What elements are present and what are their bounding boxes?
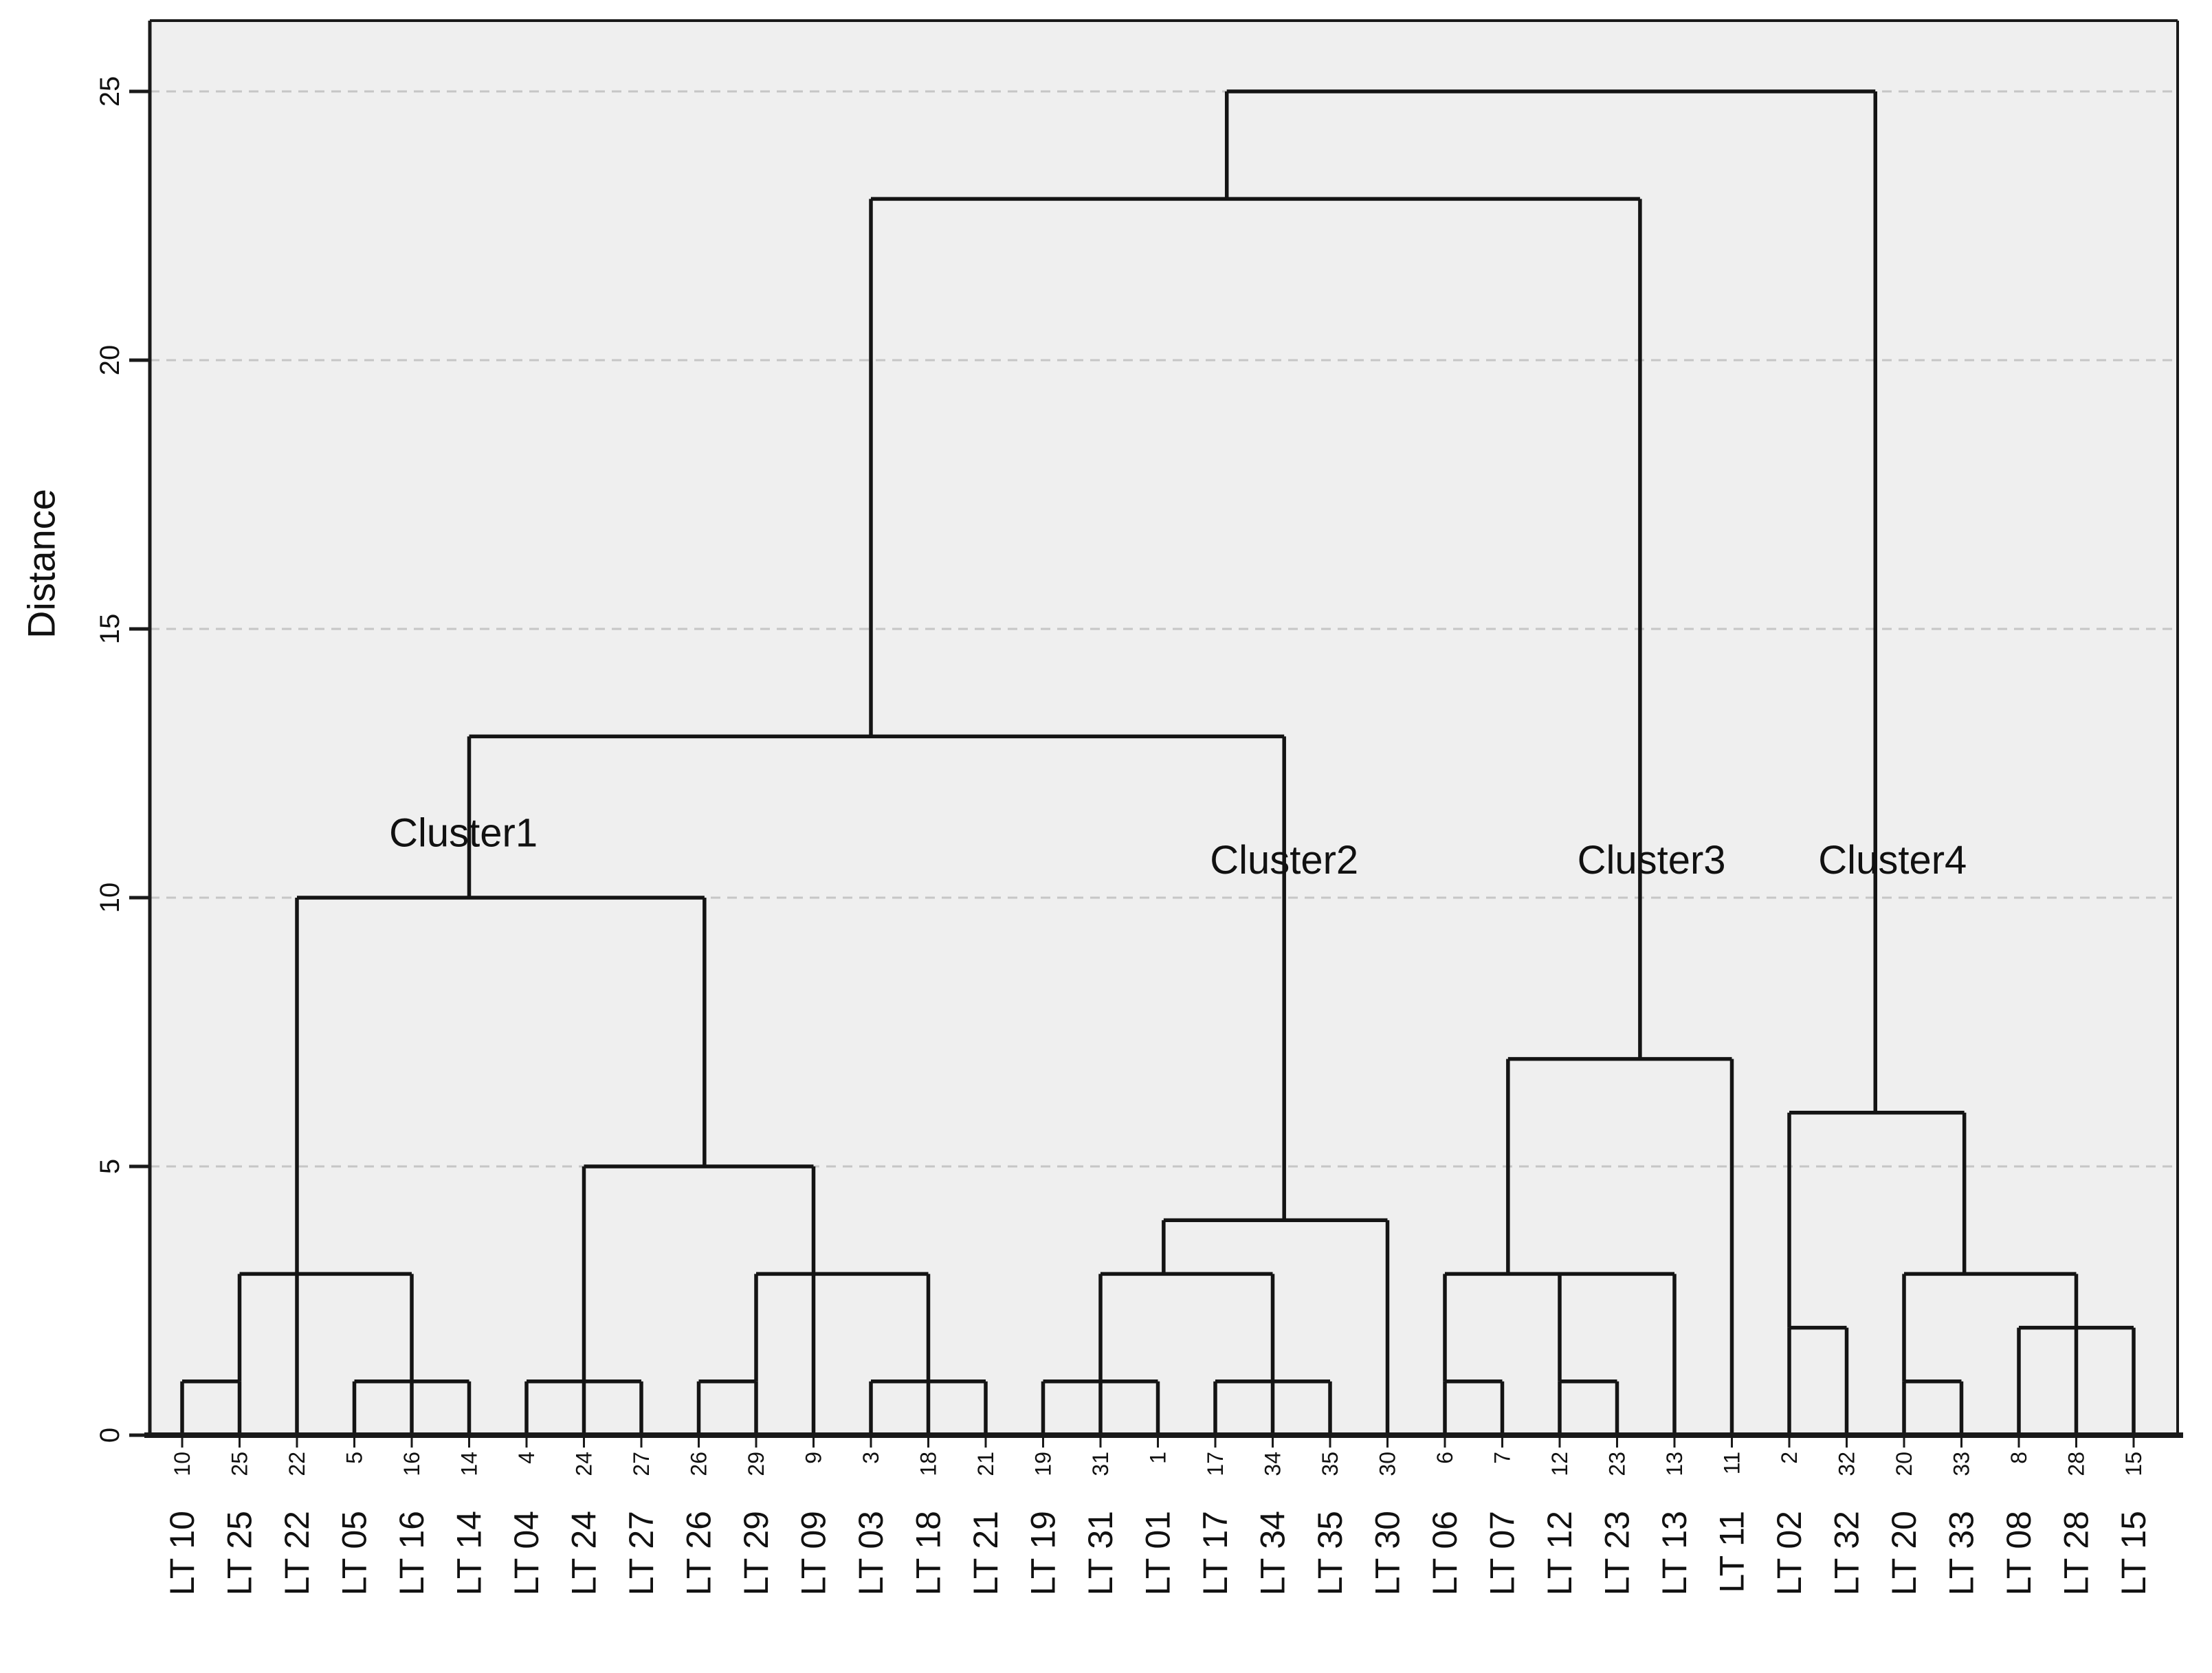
leaf-label: LT 13 <box>1655 1511 1694 1595</box>
leaf-label: LT 34 <box>1254 1511 1292 1595</box>
leaf-number-label: 13 <box>1662 1452 1687 1476</box>
leaf-label: LT 04 <box>507 1511 546 1595</box>
leaf-number-label: 11 <box>1720 1452 1745 1474</box>
leaf-label: LT 08 <box>2000 1511 2038 1595</box>
leaf-label: LT 15 <box>2114 1511 2153 1595</box>
y-tick-label: 20 <box>95 345 125 376</box>
leaf-label: LT 12 <box>1540 1511 1579 1595</box>
leaf-number-label: 25 <box>228 1452 252 1476</box>
leaf-number-label: 5 <box>342 1452 367 1464</box>
leaf-number-label: 15 <box>2121 1452 2146 1476</box>
cluster-label: Cluster2 <box>1210 838 1358 883</box>
leaf-label: LT 26 <box>680 1511 718 1595</box>
leaf-number-label: 30 <box>1375 1452 1400 1476</box>
leaf-number-label: 31 <box>1088 1452 1113 1476</box>
cluster-label: Cluster3 <box>1578 838 1726 883</box>
leaf-label: LT 22 <box>278 1511 316 1595</box>
leaf-number-label: 7 <box>1490 1452 1515 1464</box>
leaf-number-label: 33 <box>1949 1452 1974 1476</box>
leaf-number-label: 12 <box>1547 1452 1572 1476</box>
leaf-number-label: 9 <box>801 1452 826 1464</box>
leaf-number-label: 8 <box>2006 1452 2031 1464</box>
leaf-label: LT 30 <box>1369 1511 1407 1595</box>
leaf-label: LT 23 <box>1598 1511 1637 1595</box>
leaf-label: LT 19 <box>1024 1511 1063 1595</box>
leaf-number-label: 28 <box>2064 1452 2089 1476</box>
cluster-label: Cluster1 <box>389 811 538 856</box>
leaf-label: LT 33 <box>1943 1511 1981 1595</box>
leaf-label: LT 29 <box>737 1511 775 1595</box>
leaf-number-label: 2 <box>1777 1452 1802 1464</box>
leaf-number-label: 23 <box>1605 1452 1630 1476</box>
leaf-label: LT 11 <box>1713 1511 1751 1593</box>
leaf-number-label: 26 <box>687 1452 711 1476</box>
leaf-label: LT 21 <box>966 1511 1005 1595</box>
leaf-number-label: 27 <box>629 1452 654 1476</box>
leaf-number-label: 17 <box>1203 1452 1228 1476</box>
leaf-label: LT 07 <box>1483 1511 1522 1595</box>
leaf-label: LT 09 <box>795 1511 833 1595</box>
leaf-number-label: 21 <box>973 1452 998 1476</box>
leaf-label: LT 31 <box>1081 1511 1120 1595</box>
y-axis-title: Distance <box>20 489 63 639</box>
leaf-number-label: 22 <box>285 1452 309 1476</box>
leaf-label: LT 16 <box>392 1511 431 1595</box>
leaf-number-label: 34 <box>1261 1452 1285 1476</box>
leaf-number-label: 35 <box>1318 1452 1342 1476</box>
leaf-label: LT 27 <box>622 1511 661 1595</box>
y-tick-label: 25 <box>95 76 125 107</box>
leaf-label: LT 06 <box>1426 1511 1464 1595</box>
leaf-number-label: 24 <box>572 1452 597 1476</box>
plot-panel <box>150 21 2178 1435</box>
y-tick-label: 15 <box>95 614 125 645</box>
leaf-label: LT 24 <box>565 1511 604 1595</box>
leaf-label: LT 10 <box>163 1511 201 1595</box>
leaf-number-label: 1 <box>1146 1452 1171 1464</box>
leaf-label: LT 14 <box>450 1511 489 1595</box>
leaf-number-label: 32 <box>1835 1452 1859 1476</box>
leaf-number-label: 4 <box>514 1452 539 1464</box>
leaf-number-label: 19 <box>1031 1452 1056 1476</box>
leaf-label: LT 35 <box>1311 1511 1349 1595</box>
cluster-label: Cluster4 <box>1818 838 1967 883</box>
leaf-label: LT 25 <box>221 1511 259 1595</box>
leaf-number-label: 6 <box>1433 1452 1457 1464</box>
leaf-label: LT 28 <box>2057 1511 2096 1595</box>
leaf-label: LT 01 <box>1139 1511 1177 1595</box>
leaf-number-label: 16 <box>399 1452 424 1476</box>
leaf-label: LT 05 <box>335 1511 374 1595</box>
y-tick-label: 5 <box>95 1159 125 1174</box>
leaf-number-label: 14 <box>457 1452 482 1476</box>
leaf-number-label: 3 <box>859 1452 883 1464</box>
leaf-number-label: 29 <box>744 1452 768 1476</box>
leaf-label: LT 18 <box>909 1511 948 1595</box>
leaf-number-label: 20 <box>1892 1452 1916 1476</box>
y-tick-label: 10 <box>95 883 125 913</box>
leaf-label: LT 17 <box>1196 1511 1235 1595</box>
leaf-number-label: 10 <box>170 1452 195 1476</box>
leaf-label: LT 20 <box>1885 1511 1923 1595</box>
y-tick-label: 0 <box>95 1428 125 1443</box>
leaf-label: LT 03 <box>852 1511 890 1595</box>
leaf-number-label: 18 <box>916 1452 941 1476</box>
leaf-label: LT 02 <box>1770 1511 1809 1595</box>
leaf-label: LT 32 <box>1828 1511 1866 1595</box>
